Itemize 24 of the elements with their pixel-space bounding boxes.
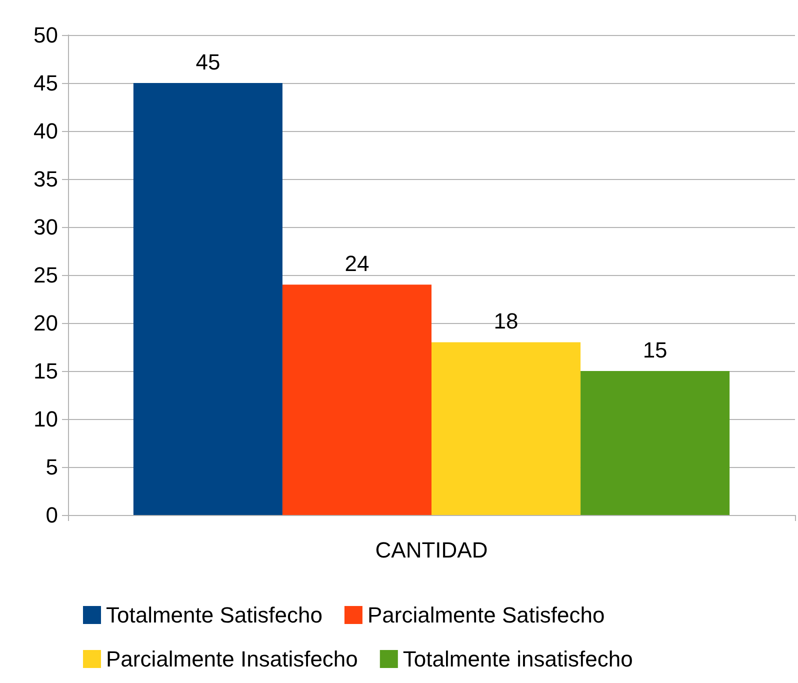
y-tick-label: 30 xyxy=(34,214,58,240)
y-tick-label: 40 xyxy=(34,118,58,144)
bar xyxy=(282,284,432,515)
y-tick-label: 20 xyxy=(34,310,58,336)
y-tick-label: 5 xyxy=(46,454,58,480)
data-label: 18 xyxy=(494,308,518,334)
legend-label: Parcialmente Satisfecho xyxy=(367,602,605,628)
y-tick-label: 0 xyxy=(46,502,58,528)
x-tick-label: CANTIDAD xyxy=(375,538,488,562)
data-label: 24 xyxy=(344,251,370,276)
y-tick-label: 10 xyxy=(34,406,58,432)
y-tick-label: 35 xyxy=(34,166,58,192)
data-label: 15 xyxy=(642,338,668,362)
bar xyxy=(432,342,581,515)
data-label: 45 xyxy=(196,50,220,74)
bar xyxy=(133,83,282,515)
y-tick-label: 50 xyxy=(34,22,58,48)
legend-label: Totalmente insatisfecho xyxy=(402,646,633,672)
y-tick-label: 25 xyxy=(34,262,58,288)
y-tick-label: 45 xyxy=(34,70,58,96)
legend-label: Parcialmente Insatisfecho xyxy=(106,646,358,672)
legend-label: Totalmente Satisfecho xyxy=(106,602,322,628)
bar xyxy=(580,371,730,515)
y-tick-label: 15 xyxy=(34,358,58,384)
